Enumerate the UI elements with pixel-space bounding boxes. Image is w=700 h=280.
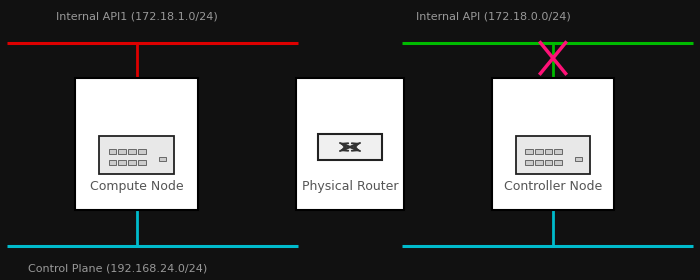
FancyBboxPatch shape xyxy=(545,149,552,153)
FancyBboxPatch shape xyxy=(554,160,562,165)
FancyBboxPatch shape xyxy=(128,160,136,165)
FancyBboxPatch shape xyxy=(118,160,126,165)
FancyBboxPatch shape xyxy=(525,160,533,165)
FancyBboxPatch shape xyxy=(99,136,174,174)
Text: Internal API1 (172.18.1.0/24): Internal API1 (172.18.1.0/24) xyxy=(56,12,218,22)
FancyBboxPatch shape xyxy=(516,136,590,174)
FancyBboxPatch shape xyxy=(108,149,116,153)
Text: Control Plane (192.168.24.0/24): Control Plane (192.168.24.0/24) xyxy=(28,264,207,274)
FancyBboxPatch shape xyxy=(295,78,405,210)
Text: Controller Node: Controller Node xyxy=(504,180,602,193)
FancyBboxPatch shape xyxy=(525,149,533,153)
FancyBboxPatch shape xyxy=(138,160,146,165)
FancyBboxPatch shape xyxy=(491,78,615,210)
FancyBboxPatch shape xyxy=(108,160,116,165)
FancyBboxPatch shape xyxy=(554,149,562,153)
FancyBboxPatch shape xyxy=(159,157,166,161)
FancyBboxPatch shape xyxy=(535,149,542,153)
Text: Physical Router: Physical Router xyxy=(302,180,398,193)
Text: Internal API (172.18.0.0/24): Internal API (172.18.0.0/24) xyxy=(416,12,571,22)
FancyBboxPatch shape xyxy=(128,149,136,153)
FancyBboxPatch shape xyxy=(318,134,382,160)
FancyBboxPatch shape xyxy=(545,160,552,165)
FancyBboxPatch shape xyxy=(76,78,197,210)
FancyBboxPatch shape xyxy=(118,149,126,153)
FancyBboxPatch shape xyxy=(575,157,582,161)
FancyBboxPatch shape xyxy=(138,149,146,153)
FancyBboxPatch shape xyxy=(535,160,542,165)
Text: Compute Node: Compute Node xyxy=(90,180,183,193)
